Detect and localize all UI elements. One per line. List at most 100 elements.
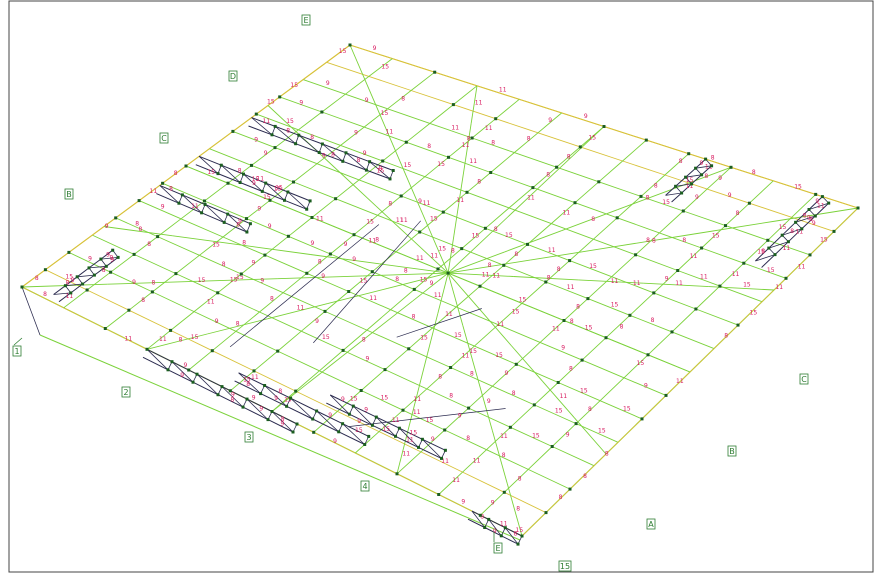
truss-member — [368, 58, 393, 77]
grid-tag-2[interactable]: 2 — [121, 386, 131, 398]
member-size-label: 15 — [274, 185, 282, 192]
grid-tag-d-left[interactable]: D — [228, 70, 238, 82]
truss-member — [706, 166, 732, 190]
truss-member — [521, 512, 547, 537]
member-size-label: 11 — [783, 245, 791, 252]
truss-member — [246, 218, 289, 237]
grid-tag-c-right[interactable]: C — [799, 373, 809, 385]
member-size-label: 8 — [222, 261, 226, 268]
member-size-label: 11 — [406, 436, 414, 443]
truss-member — [598, 181, 642, 197]
grid-tag-a-right[interactable]: A — [646, 518, 656, 530]
truss-member — [259, 292, 284, 313]
truss-member — [486, 426, 511, 451]
member-size-label: 8 — [231, 396, 235, 403]
joint-node — [297, 133, 301, 137]
truss-member — [462, 471, 505, 493]
truss-member — [298, 134, 320, 153]
truss-member — [444, 407, 469, 431]
grid-tag-b-right[interactable]: B — [727, 445, 737, 457]
truss-member — [321, 93, 346, 113]
joint-node — [216, 291, 220, 295]
truss-member — [808, 196, 823, 210]
truss-member — [133, 236, 158, 255]
grid-tag-4[interactable]: 4 — [360, 480, 370, 492]
truss-member — [471, 118, 496, 139]
joint-node — [407, 347, 411, 351]
truss-member — [551, 223, 594, 240]
grid-tag-e-bottom[interactable]: E — [493, 542, 503, 554]
member-size-label: 15 — [350, 396, 358, 403]
grid-tag-3[interactable]: 3 — [244, 431, 254, 443]
joint-node — [150, 290, 154, 294]
truss-member — [360, 369, 386, 391]
member-size-label: 8 — [467, 135, 471, 142]
truss-member — [271, 411, 294, 433]
truss-member — [603, 126, 647, 141]
joint-node — [820, 195, 824, 199]
member-size-label: 11 — [492, 273, 500, 280]
grid-tag-c-left[interactable]: C — [159, 132, 169, 144]
truss-member — [447, 272, 464, 326]
truss-member — [432, 306, 457, 329]
member-size-label: 9 — [491, 500, 495, 507]
joint-node — [447, 155, 450, 159]
joint-node — [502, 263, 506, 267]
truss-member — [198, 155, 222, 166]
truss-member — [185, 148, 210, 167]
member-size-label: 9 — [322, 153, 326, 160]
member-size-label: 9 — [215, 318, 219, 325]
joint-node — [286, 234, 290, 238]
truss-member — [513, 276, 579, 281]
joint-node — [273, 124, 277, 128]
truss-member — [411, 239, 449, 274]
truss-member — [569, 465, 595, 490]
truss-member — [310, 254, 380, 265]
truss-member — [809, 231, 835, 256]
truss-member — [264, 385, 287, 407]
grid-tag-e-top[interactable]: E — [301, 14, 311, 26]
member-size-label: 11 — [430, 252, 438, 259]
truss-member — [105, 257, 119, 267]
joint-node — [516, 542, 520, 546]
truss-member — [599, 377, 625, 402]
joint-node — [273, 146, 277, 150]
truss-member — [246, 398, 269, 420]
grid-tag-1[interactable]: 1 — [12, 345, 22, 357]
truss-member — [329, 394, 354, 407]
truss-member — [162, 182, 205, 202]
joint-node — [664, 393, 668, 397]
member-size-label: 15 — [286, 118, 294, 125]
truss-member — [682, 188, 708, 212]
member-size-label: 15 — [191, 334, 199, 341]
joint-node — [443, 428, 447, 432]
truss-member — [369, 90, 390, 137]
truss-member — [171, 361, 194, 383]
truss-member — [664, 153, 690, 176]
truss-member — [569, 238, 594, 261]
truss-member — [274, 147, 318, 165]
truss-member — [343, 229, 396, 253]
truss-member — [551, 202, 576, 224]
grid-tag-15[interactable]: 15 — [558, 560, 572, 572]
truss-member — [387, 108, 431, 124]
joint-node — [395, 472, 399, 476]
truss-member — [587, 298, 631, 316]
member-size-label: 15 — [381, 63, 389, 70]
grid-tag-b-left[interactable]: B — [64, 188, 74, 200]
truss-member — [100, 249, 114, 260]
truss-member — [492, 385, 535, 406]
member-size-label: 8 — [809, 216, 813, 223]
truss-member — [719, 262, 745, 287]
truss-member — [267, 105, 305, 140]
truss-member — [269, 181, 294, 201]
truss-member — [401, 195, 444, 213]
truss-member — [227, 165, 252, 184]
truss-member — [298, 111, 323, 131]
truss-member — [410, 90, 454, 106]
member-size-label: 8 — [480, 514, 484, 521]
member-size-label: 15 — [377, 168, 385, 175]
truss-member — [302, 79, 346, 95]
truss-member — [277, 275, 363, 280]
